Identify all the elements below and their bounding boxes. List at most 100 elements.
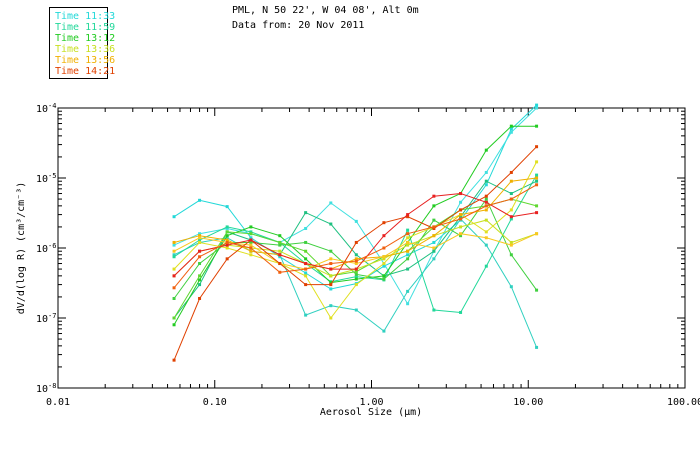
data-point (354, 270, 358, 274)
data-point (198, 238, 202, 242)
data-point (249, 238, 253, 242)
data-point (406, 253, 410, 257)
data-point (432, 249, 436, 253)
data-point (484, 243, 488, 247)
data-point (249, 225, 253, 229)
data-point (382, 221, 386, 225)
data-point (354, 277, 358, 281)
data-point (172, 240, 176, 244)
legend-entry: Time 13:12 (55, 33, 116, 44)
data-point (329, 262, 333, 266)
data-point (484, 183, 488, 187)
data-point (406, 213, 410, 217)
data-point (535, 232, 539, 236)
data-point (354, 257, 358, 261)
data-point (484, 148, 488, 152)
data-point (382, 274, 386, 278)
data-point (172, 316, 176, 320)
data-point (172, 296, 176, 300)
data-point (304, 240, 308, 244)
data-point (535, 106, 539, 110)
y-axis-label: dV/d(log R) (cm³/cm⁻³) (16, 182, 27, 314)
data-point (509, 285, 513, 289)
data-point (406, 302, 410, 306)
data-point (354, 272, 358, 276)
data-point (484, 218, 488, 222)
data-point (459, 192, 463, 196)
data-point (484, 194, 488, 198)
data-point (198, 255, 202, 259)
data-point (329, 304, 333, 308)
data-point (304, 283, 308, 287)
data-point (198, 283, 202, 287)
data-point (329, 201, 333, 205)
x-axis: 0.01 0.10 1.00 10.00 100.00 (46, 108, 700, 408)
data-point (278, 253, 282, 257)
y-tick-label: 10-5 (36, 172, 56, 185)
chart-title-date: Data from: 20 Nov 2011 (232, 20, 365, 31)
data-point (432, 194, 436, 198)
data-point (354, 219, 358, 223)
data-point (382, 329, 386, 333)
data-point (278, 255, 282, 259)
data-point (354, 275, 358, 279)
data-point (304, 226, 308, 230)
data-point (535, 124, 539, 128)
data-point (249, 246, 253, 250)
data-point (225, 243, 229, 247)
data-point (329, 287, 333, 291)
data-point (198, 278, 202, 282)
data-point (535, 288, 539, 292)
data-point (198, 240, 202, 244)
data-point (249, 236, 253, 240)
chart-title-location: PML, N 50 22', W 04 08', Alt 0m (232, 5, 419, 16)
data-point (382, 257, 386, 261)
data-point (509, 215, 513, 219)
data-point (484, 200, 488, 204)
y-tick-label: 10-6 (36, 242, 56, 255)
data-point (304, 271, 308, 275)
data-point (225, 238, 229, 242)
legend-entry: Time 13:56 (55, 55, 116, 66)
data-point (278, 234, 282, 238)
data-point (249, 249, 253, 253)
data-point (198, 232, 202, 236)
data-point (484, 204, 488, 208)
data-point (382, 246, 386, 250)
data-point (459, 200, 463, 204)
y-tick-label: 10-7 (36, 312, 56, 325)
data-point (304, 211, 308, 215)
data-point (329, 274, 333, 278)
data-point (172, 267, 176, 271)
data-point (198, 198, 202, 202)
data-point (382, 262, 386, 266)
y-tick-label: 10-4 (36, 102, 56, 115)
data-point (432, 308, 436, 312)
data-point (304, 313, 308, 317)
data-point (278, 243, 282, 247)
data-point (459, 310, 463, 314)
data-point (249, 240, 253, 244)
data-point (304, 274, 308, 278)
data-point (509, 197, 513, 201)
data-point (509, 124, 513, 128)
data-point (535, 103, 539, 107)
data-point (432, 234, 436, 238)
plot-frame (57, 107, 686, 389)
x-tick-label: 0.10 (203, 397, 227, 408)
data-point (406, 236, 410, 240)
data-point (304, 249, 308, 253)
data-point (535, 211, 539, 215)
data-point (535, 160, 539, 164)
data-point (509, 127, 513, 131)
data-point (406, 267, 410, 271)
data-point (225, 205, 229, 209)
x-tick-label: 10.00 (513, 397, 543, 408)
data-point (354, 253, 358, 257)
data-point (406, 228, 410, 232)
series-line (173, 180, 537, 319)
y-axis: 10-8 10-7 10-6 10-5 10-4 (36, 102, 685, 395)
data-point (432, 257, 436, 261)
data-point (225, 226, 229, 230)
